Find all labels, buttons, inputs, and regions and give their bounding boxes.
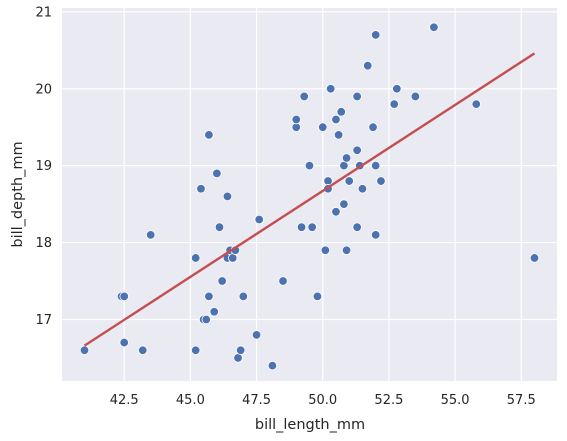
data-point: [370, 160, 381, 171]
data-point: [254, 214, 264, 225]
data-point: [291, 114, 301, 125]
data-point: [529, 253, 540, 263]
data-point: [222, 191, 233, 202]
data-point: [267, 360, 278, 371]
data-point: [341, 153, 352, 163]
data-point: [368, 122, 378, 132]
data-point: [352, 91, 362, 102]
x-tick-labels: 42.5 45.0 47.5 50.0 52.5 55.0 57.5: [110, 393, 536, 408]
data-point: [190, 345, 201, 355]
data-point: [352, 145, 362, 155]
data-point: [312, 291, 323, 302]
data-point: [392, 84, 402, 94]
regression-line: [83, 52, 536, 347]
data-point: [217, 276, 227, 286]
grid: [62, 8, 557, 381]
data-point: [251, 330, 262, 340]
plot-area: [62, 8, 557, 381]
data-point: [212, 168, 222, 179]
data-point: [299, 91, 309, 102]
data-point: [471, 99, 481, 109]
y-tick-label: 19: [35, 159, 52, 174]
y-tick-labels: 17 18 19 20 21: [35, 5, 52, 328]
x-axis-label: bill_length_mm: [255, 417, 365, 433]
x-tick-label: 52.5: [374, 393, 403, 408]
data-point: [209, 307, 219, 317]
x-tick-label: 45.0: [176, 393, 205, 408]
data-point: [278, 276, 288, 286]
data-point: [341, 245, 352, 255]
x-tick-label: 42.5: [110, 393, 139, 408]
data-point: [201, 314, 211, 325]
y-axis-label: bill_depth_mm: [10, 141, 26, 247]
x-tick-label: 55.0: [441, 393, 470, 408]
data-point: [410, 91, 421, 102]
data-point: [119, 337, 129, 348]
data-point: [318, 122, 328, 132]
y-tick-label: 17: [35, 313, 52, 328]
data-point: [429, 22, 439, 32]
data-point: [138, 345, 148, 355]
y-tick-label: 18: [35, 236, 52, 251]
data-point: [307, 222, 317, 232]
x-tick-label: 47.5: [242, 393, 271, 408]
data-points: [79, 22, 540, 371]
data-point: [370, 30, 381, 40]
data-point: [320, 245, 331, 255]
data-point: [352, 222, 362, 232]
y-tick-label: 21: [35, 5, 52, 20]
data-point: [145, 230, 156, 240]
data-point: [376, 176, 386, 186]
data-point: [336, 107, 346, 117]
data-point: [333, 130, 344, 140]
data-point: [304, 160, 315, 171]
y-tick-label: 20: [35, 82, 52, 97]
data-point: [204, 130, 214, 140]
data-point: [331, 207, 341, 217]
data-point: [79, 345, 90, 355]
data-point: [339, 199, 349, 209]
data-point: [331, 114, 341, 125]
x-tick-label: 57.5: [507, 393, 536, 408]
data-point: [389, 99, 399, 109]
data-point: [296, 222, 307, 232]
data-point: [214, 222, 225, 232]
data-point: [235, 345, 246, 355]
data-point: [190, 253, 201, 263]
data-point: [119, 291, 129, 302]
data-point: [196, 184, 206, 194]
x-tick-label: 50.0: [308, 393, 337, 408]
data-point: [363, 60, 373, 71]
data-point: [238, 291, 249, 302]
data-point: [204, 291, 214, 302]
data-point: [357, 184, 368, 194]
data-point: [344, 176, 354, 186]
data-point: [325, 84, 336, 94]
data-point: [370, 230, 381, 240]
